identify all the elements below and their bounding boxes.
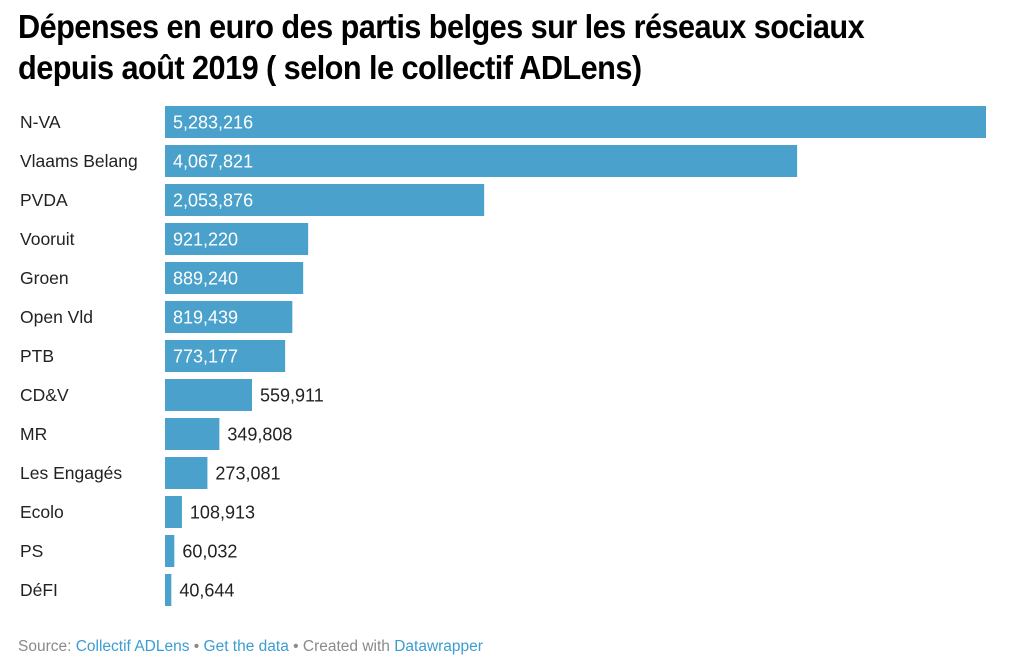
bar bbox=[165, 457, 208, 489]
value-label: 108,913 bbox=[190, 503, 255, 523]
footer-separator: • bbox=[189, 638, 204, 655]
bar bbox=[165, 340, 286, 372]
bar bbox=[165, 223, 309, 255]
value-label: 273,081 bbox=[215, 464, 280, 484]
value-label: 2,053,876 bbox=[173, 191, 253, 211]
bar bbox=[165, 418, 220, 450]
category-label: Groen bbox=[20, 268, 69, 288]
category-label: MR bbox=[20, 424, 47, 444]
category-label: PVDA bbox=[20, 190, 68, 210]
footer-separator: • bbox=[288, 638, 303, 655]
value-label: 40,644 bbox=[179, 581, 234, 601]
chart-title: Dépenses en euro des partis belges sur l… bbox=[18, 8, 865, 86]
get-the-data-link[interactable]: Get the data bbox=[203, 638, 289, 655]
bar-chart: N-VA 5,283,216 Vlaams Belang 4,067,821 PVDA 2… bbox=[20, 106, 986, 606]
chart-footer: Source: Collectif ADLens • Get the data … bbox=[18, 638, 483, 656]
category-label: Vlaams Belang bbox=[20, 151, 138, 171]
created-with-text: Created with bbox=[302, 638, 395, 655]
category-label: Open Vld bbox=[20, 307, 93, 327]
source-prefix: Source: bbox=[18, 638, 76, 655]
value-label: 5,283,216 bbox=[173, 113, 253, 133]
source-link[interactable]: Collectif ADLens bbox=[75, 638, 190, 655]
bar bbox=[165, 535, 175, 567]
category-label: Ecolo bbox=[20, 502, 64, 522]
category-label: PTB bbox=[20, 346, 54, 366]
datawrapper-link[interactable]: Datawrapper bbox=[394, 638, 483, 655]
value-label: 4,067,821 bbox=[173, 152, 253, 172]
category-label: PS bbox=[20, 541, 43, 561]
category-label: N-VA bbox=[20, 112, 61, 132]
value-label: 921,220 bbox=[173, 230, 238, 250]
bar bbox=[165, 379, 253, 411]
value-label: 819,439 bbox=[173, 308, 238, 328]
bar bbox=[165, 106, 986, 138]
bar bbox=[165, 301, 293, 333]
category-label: DéFI bbox=[20, 580, 58, 600]
value-label: 349,808 bbox=[227, 425, 292, 445]
value-label: 60,032 bbox=[182, 542, 237, 562]
category-label: CD&V bbox=[20, 385, 69, 405]
value-label: 559,911 bbox=[260, 386, 324, 406]
bar bbox=[165, 496, 182, 528]
bar bbox=[165, 262, 304, 294]
bar bbox=[165, 574, 172, 606]
value-label: 889,240 bbox=[173, 269, 238, 289]
category-label: Vooruit bbox=[20, 229, 75, 249]
category-label: Les Engagés bbox=[20, 463, 122, 483]
bar bbox=[165, 145, 798, 177]
value-label: 773,177 bbox=[173, 347, 238, 367]
bar bbox=[165, 184, 485, 216]
